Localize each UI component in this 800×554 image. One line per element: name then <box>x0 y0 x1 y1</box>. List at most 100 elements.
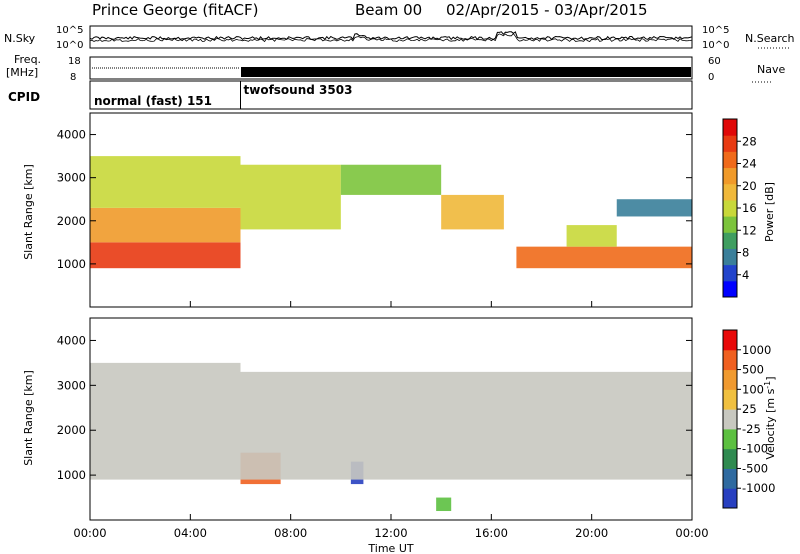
x-tick-label-2: 08:00 <box>274 526 307 540</box>
power-ylabel: Slant Range [km] <box>22 164 35 260</box>
velocity-colorbar-label: Velocity [m s-1] <box>763 376 777 459</box>
velocity-region-0 <box>90 362 241 480</box>
power-colorbar-label-0: 28 <box>742 134 757 148</box>
power-colorbar-cell-4 <box>723 216 737 233</box>
x-tick-label-1: 04:00 <box>174 526 207 540</box>
station-title: Prince George (fitACF) <box>92 1 258 19</box>
noise-panel: N.Sky 10^5 10^0 10^5 10^0 N.Search <box>4 25 795 51</box>
power-colorbar-label-6: 4 <box>742 268 749 282</box>
velocity-ytick-label-2: 2000 <box>57 423 86 437</box>
date-range: 02/Apr/2015 - 03/Apr/2015 <box>446 1 648 19</box>
velocity-region-4 <box>240 371 692 480</box>
power-colorbar-label: Power [dB] <box>763 182 776 242</box>
power-ytick-label-2: 2000 <box>57 214 86 228</box>
power-colorbar-cell-7 <box>723 167 737 185</box>
frequency-panel-frame <box>89 56 693 80</box>
velocity-colorbar-label-1: 500 <box>742 363 764 377</box>
cpid-panel-frame <box>89 80 693 110</box>
power-colorbar-cell-10 <box>723 119 737 136</box>
velocity-colorbar-label-3: 25 <box>742 402 757 416</box>
power-region-7 <box>566 225 617 247</box>
power-colorbar-cell-5 <box>723 199 737 217</box>
velocity-colorbar-cell-7 <box>723 349 737 371</box>
x-tick-label-4: 16:00 <box>475 526 508 540</box>
velocity-colorbar-label-sup: -1 <box>763 381 772 389</box>
noise-left-tick-bottom: 10^0 <box>56 40 83 51</box>
power-colorbar-cell-3 <box>723 232 737 249</box>
beam-label: Beam 00 <box>355 1 422 19</box>
power-heatmap <box>90 156 692 269</box>
velocity-colorbar-cell-3 <box>723 428 737 450</box>
nave-dense-bars <box>241 67 691 77</box>
cpid-panel: CPID normal (fast) 151 twofsound 3503 <box>8 80 693 110</box>
power-ytick-label-3: 1000 <box>57 257 86 271</box>
velocity-heatmap <box>90 362 692 512</box>
velocity-region-3 <box>436 497 452 512</box>
noise-left-tick-top: 10^5 <box>56 25 83 36</box>
power-yticks: 4000 3000 2000 1000 <box>57 128 692 271</box>
noise-sky-line <box>89 31 693 41</box>
power-panel: Slant Range [km] 4000 3000 2000 1000 28 24 20… <box>22 112 776 308</box>
noise-panel-frame <box>89 25 693 49</box>
noise-search-line <box>89 32 693 43</box>
power-region-1 <box>90 207 241 243</box>
velocity-colorbar-label-end: ] <box>764 376 777 380</box>
power-colorbar-cell-2 <box>723 248 737 266</box>
power-region-4 <box>340 164 442 195</box>
noise-right-label: N.Search <box>745 32 795 45</box>
x-axis-ticks: 00:00 04:00 08:00 12:00 16:00 20:00 00:00 <box>73 301 709 540</box>
velocity-colorbar-cell-6 <box>723 369 737 390</box>
nave-tick-top: 60 <box>708 56 721 67</box>
velocity-colorbar-cell-2 <box>723 448 737 469</box>
velocity-ytick-label-3: 1000 <box>57 468 86 482</box>
velocity-colorbar-label-main: Velocity [m s <box>764 388 777 459</box>
velocity-colorbar-cell-8 <box>723 330 737 351</box>
power-colorbar-label-3: 16 <box>742 201 757 215</box>
x-axis-label: Time UT <box>367 542 413 554</box>
x-tick-label-3: 12:00 <box>374 526 407 540</box>
power-region-5 <box>441 194 504 230</box>
power-colorbar-cell-1 <box>723 264 737 282</box>
velocity-colorbar-cell-1 <box>723 468 737 489</box>
frequency-panel: Freq. [MHz] 18 8 60 0 Nave <box>6 53 785 83</box>
noise-left-label: N.Sky <box>4 32 36 45</box>
cpid-label: CPID <box>8 90 40 104</box>
nave-tick-bottom: 0 <box>708 72 714 83</box>
velocity-colorbar: 1000 500 100 25 -25 -100 -500 -1000 <box>722 329 775 509</box>
velocity-colorbar-label-5: -100 <box>742 442 768 456</box>
power-colorbar-cell-0 <box>723 280 737 298</box>
freq-tick-bottom: 8 <box>70 72 76 83</box>
velocity-colorbar-cell-4 <box>723 409 737 430</box>
freq-tick-top: 18 <box>68 56 81 67</box>
cpid-mode-normal: normal (fast) 151 <box>94 94 212 108</box>
power-ytick-label-0: 4000 <box>57 128 86 142</box>
velocity-yticks: 4000 3000 2000 1000 <box>57 333 692 482</box>
x-tick-label-0: 00:00 <box>73 526 106 540</box>
power-colorbar: 28 24 20 16 12 8 4 <box>722 118 757 298</box>
nave-label: Nave <box>757 63 785 76</box>
power-colorbar-label-2: 20 <box>742 179 757 193</box>
freq-label-line1: Freq. <box>14 53 41 66</box>
power-region-8 <box>616 199 692 217</box>
noise-right-tick-top: 10^5 <box>702 25 729 36</box>
velocity-colorbar-cell-5 <box>723 389 737 410</box>
velocity-colorbar-label-7: -1000 <box>742 481 775 495</box>
x-tick-label-5: 20:00 <box>575 526 608 540</box>
power-colorbar-cell-9 <box>723 135 737 152</box>
power-region-0 <box>90 242 241 269</box>
freq-label-line2: [MHz] <box>6 66 38 79</box>
power-region-3 <box>240 164 341 230</box>
power-colorbar-label-5: 8 <box>742 246 749 260</box>
velocity-colorbar-frame <box>722 329 738 509</box>
velocity-ytick-label-1: 3000 <box>57 378 86 392</box>
cpid-mode-twofsound: twofsound 3503 <box>244 83 353 97</box>
velocity-ylabel: Slant Range [km] <box>22 370 35 466</box>
power-colorbar-label-1: 24 <box>742 157 757 171</box>
power-colorbar-cell-6 <box>723 183 737 201</box>
velocity-colorbar-cell-0 <box>723 488 737 509</box>
power-colorbar-label-4: 12 <box>742 223 757 237</box>
power-region-6 <box>516 246 692 269</box>
velocity-colorbar-label-0: 1000 <box>742 343 771 357</box>
velocity-panel: Slant Range [km] 4000 3000 2000 1000 1000 50… <box>22 317 777 521</box>
